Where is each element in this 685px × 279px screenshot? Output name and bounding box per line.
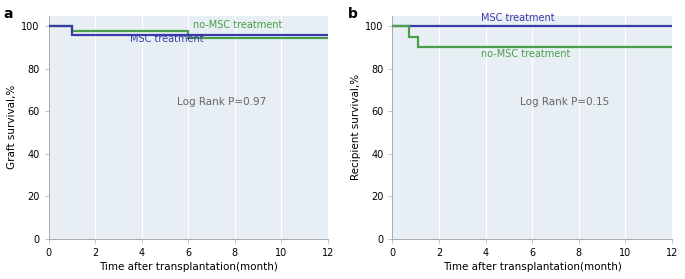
X-axis label: Time after transplantation(month): Time after transplantation(month) [443, 262, 621, 272]
Y-axis label: Recipient survival,%: Recipient survival,% [351, 74, 361, 180]
Text: MSC treatment: MSC treatment [130, 34, 203, 44]
Text: Log Rank P=0.97: Log Rank P=0.97 [177, 97, 266, 107]
Text: no-MSC treatment: no-MSC treatment [481, 49, 571, 59]
Text: Log Rank P=0.15: Log Rank P=0.15 [521, 97, 610, 107]
Text: no-MSC treatment: no-MSC treatment [193, 20, 282, 30]
Text: MSC treatment: MSC treatment [481, 13, 555, 23]
X-axis label: Time after transplantation(month): Time after transplantation(month) [99, 262, 277, 272]
Text: b: b [348, 7, 358, 21]
Y-axis label: Graft survival,%: Graft survival,% [7, 85, 17, 169]
Text: a: a [4, 7, 13, 21]
